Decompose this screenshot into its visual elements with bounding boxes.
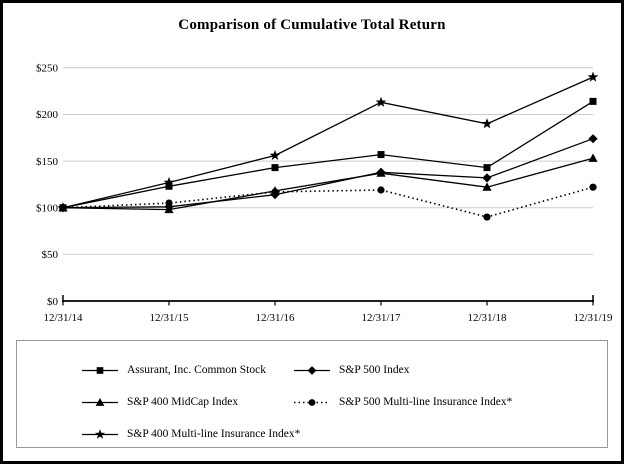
- legend-item-label: S&P 400 Multi-line Insurance Index*: [127, 428, 301, 440]
- legend-swatch-circle-icon: [294, 398, 330, 406]
- x-axis-tick-label: 12/31/14: [43, 312, 83, 324]
- legend-row: S&P 400 Multi-line Insurance Index*: [82, 418, 607, 450]
- square-marker-icon: [589, 97, 597, 105]
- circle-marker-icon: [483, 213, 491, 221]
- legend-item: S&P 500 Multi-line Insurance Index*: [294, 396, 512, 409]
- legend-item: S&P 500 Index: [294, 364, 410, 377]
- circle-marker-icon: [589, 183, 597, 191]
- legend-swatch-diamond-icon: [294, 365, 330, 375]
- legend-item: S&P 400 Multi-line Insurance Index*: [82, 428, 300, 441]
- star-marker-icon: [163, 176, 175, 188]
- series-line: [62, 186, 594, 218]
- diamond-marker-icon: [482, 173, 492, 183]
- diamond-marker-icon: [307, 365, 317, 375]
- star-marker-icon: [269, 149, 281, 161]
- y-axis-tick-label: $200: [36, 109, 59, 121]
- triangle-marker-icon: [376, 168, 386, 177]
- chart-title: Comparison of Cumulative Total Return: [178, 17, 446, 33]
- series-line: [62, 138, 594, 209]
- series-line: [62, 76, 594, 209]
- legend-row: Assurant, Inc. Common Stock S&P 500 Index: [82, 354, 607, 386]
- legend: Assurant, Inc. Common Stock S&P 500 Index…: [16, 340, 608, 448]
- legend-swatch-star-icon: [82, 428, 118, 439]
- legend-item-label: S&P 500 Index: [339, 364, 410, 376]
- y-axis-tick-label: $0: [47, 296, 59, 308]
- legend-item-label: S&P 400 MidCap Index: [127, 396, 239, 408]
- star-marker-icon: [481, 118, 493, 129]
- square-marker-icon: [271, 164, 279, 172]
- y-axis-tick-label: $250: [36, 63, 59, 75]
- star-marker-icon: [57, 202, 69, 213]
- plot-area: $0 $50 $100 $150 $200 $250 12/31/14 12/31/15 12/…: [36, 63, 613, 324]
- x-axis-tick-label: 12/31/16: [255, 312, 295, 324]
- legend-item: Assurant, Inc. Common Stock: [82, 364, 294, 377]
- x-axis-tick-label: 12/31/19: [573, 312, 613, 324]
- x-axis-tick-label: 12/31/15: [149, 312, 189, 324]
- square-marker-icon: [96, 366, 104, 374]
- circle-marker-icon: [308, 398, 316, 406]
- legend-item-label: Assurant, Inc. Common Stock: [127, 364, 266, 376]
- square-marker-icon: [377, 151, 385, 159]
- y-axis-tick-label: $100: [36, 203, 59, 215]
- diamond-marker-icon: [588, 134, 598, 144]
- x-axis-tick-label: 12/31/18: [467, 312, 507, 324]
- legend-item: S&P 400 MidCap Index: [82, 396, 294, 409]
- star-marker-icon: [587, 71, 599, 82]
- series-diamond: [58, 134, 598, 213]
- square-marker-icon: [165, 182, 173, 190]
- legend-item-label: S&P 500 Multi-line Insurance Index*: [339, 396, 513, 408]
- circle-marker-icon: [165, 199, 173, 207]
- square-marker-icon: [483, 164, 491, 172]
- triangle-marker-icon: [164, 204, 174, 214]
- circle-marker-icon: [271, 188, 279, 196]
- star-marker-icon: [94, 428, 106, 439]
- series-star: [57, 71, 599, 213]
- legend-row: S&P 400 MidCap Index S&P 500 Multi-line I…: [82, 386, 607, 418]
- y-axis-tick-label: $150: [36, 156, 59, 168]
- legend-swatch-square-icon: [82, 366, 118, 374]
- circle-marker-icon: [377, 186, 385, 194]
- series-line: [62, 157, 594, 211]
- x-axis-tick-label: 12/31/17: [361, 312, 401, 324]
- series-line: [62, 100, 594, 209]
- y-axis-tick-label: $50: [42, 249, 59, 261]
- legend-swatch-triangle-icon: [82, 397, 118, 406]
- triangle-marker-icon: [95, 397, 105, 406]
- triangle-marker-icon: [588, 153, 598, 162]
- star-marker-icon: [375, 96, 387, 107]
- triangle-marker-icon: [482, 182, 492, 191]
